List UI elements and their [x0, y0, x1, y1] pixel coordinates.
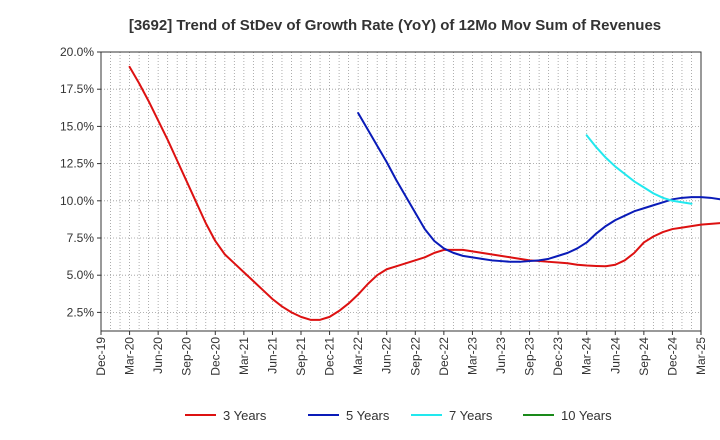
x-tick-label: Mar-25 — [694, 337, 708, 375]
chart-title: [3692] Trend of StDev of Growth Rate (Yo… — [129, 17, 661, 34]
legend: 3 Years 5 Years 7 Years 10 Years — [185, 408, 612, 423]
x-tick-label: Jun-21 — [265, 337, 279, 374]
x-tick-label: Sep-22 — [408, 337, 422, 376]
x-tick-label: Mar-22 — [351, 337, 365, 375]
legend-label-5-years: 5 Years — [346, 408, 390, 423]
plot-frame — [100, 51, 702, 332]
x-tick-label: Dec-23 — [551, 337, 565, 376]
legend-label-10-years: 10 Years — [561, 408, 612, 423]
y-tick-label: 12.5% — [60, 157, 94, 171]
x-tick-label: Sep-24 — [637, 337, 651, 376]
x-tick-label: Sep-23 — [523, 337, 537, 376]
y-tick-label: 7.5% — [67, 231, 95, 245]
y-tick-label: 20.0% — [60, 45, 94, 59]
axes: 2.5% 5.0% 7.5% 10.0% 12.5% 15.0% 17.5% 20.0% Dec… — [60, 45, 708, 376]
legend-label-7-years: 7 Years — [449, 408, 493, 423]
x-tick-label: Dec-21 — [323, 337, 337, 376]
y-tick-label: 2.5% — [67, 305, 95, 319]
x-tick-label: Dec-24 — [665, 337, 679, 376]
legend-label-3-years: 3 Years — [223, 408, 267, 423]
series-lines — [128, 65, 720, 321]
x-tick-label: Jun-22 — [380, 337, 394, 374]
y-tick-label: 10.0% — [60, 194, 94, 208]
y-tick-label: 5.0% — [67, 268, 95, 282]
x-tick-label: Dec-22 — [437, 337, 451, 376]
x-tick-label: Dec-19 — [94, 337, 108, 376]
y-tick-label: 17.5% — [60, 82, 94, 96]
series-line-5-years — [357, 112, 720, 263]
x-tick-label: Jun-20 — [151, 337, 165, 374]
x-tick-label: Jun-23 — [494, 337, 508, 374]
series-line-3-years — [128, 65, 720, 321]
x-tick-label: Mar-24 — [580, 337, 594, 375]
x-tick-label: Mar-21 — [237, 337, 251, 375]
x-tick-label: Mar-23 — [465, 337, 479, 375]
x-tick-label: Dec-20 — [208, 337, 222, 376]
x-tick-label: Sep-20 — [180, 337, 194, 376]
x-tick-label: Mar-20 — [123, 337, 137, 375]
x-tick-label: Sep-21 — [294, 337, 308, 376]
y-tick-label: 15.0% — [60, 119, 94, 133]
x-tick-label: Jun-24 — [608, 337, 622, 374]
series-line-7-years — [585, 134, 693, 205]
